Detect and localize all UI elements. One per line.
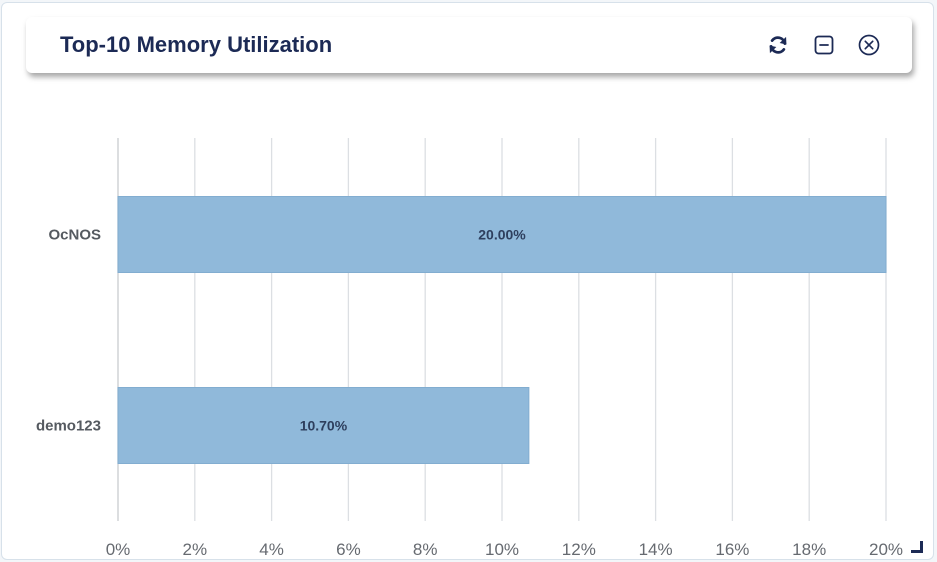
x-tick-label: 20%	[869, 540, 903, 559]
x-tick-label: 8%	[413, 540, 438, 559]
x-tick-label: 2%	[183, 540, 208, 559]
x-tick-label: 18%	[792, 540, 826, 559]
resize-icon[interactable]	[911, 541, 923, 553]
category-label: demo123	[36, 418, 101, 435]
close-button[interactable]	[857, 33, 881, 57]
data-label: 20.00%	[478, 227, 526, 243]
widget-header: Top-10 Memory Utilization	[26, 17, 912, 73]
bar	[117, 196, 887, 273]
x-tick-label: 14%	[639, 540, 673, 559]
x-tick-label: 4%	[259, 540, 284, 559]
x-tick-label: 12%	[562, 540, 596, 559]
x-tick-label: 6%	[336, 540, 361, 559]
data-label: 10.70%	[300, 418, 348, 434]
category-label: OcNOS	[48, 227, 101, 244]
x-tick-label: 16%	[715, 540, 749, 559]
minimize-icon	[814, 35, 834, 55]
refresh-button[interactable]	[766, 33, 790, 57]
close-icon	[858, 34, 880, 56]
bar	[117, 387, 530, 464]
refresh-icon	[769, 36, 787, 54]
x-tick-label: 0%	[106, 540, 131, 559]
x-tick-label: 10%	[485, 540, 519, 559]
minimize-button[interactable]	[812, 33, 836, 57]
memory-bar-chart: 0% 2% 4% 6% 8% 10% 12% 14% 16% 18% 20% OcNOS 20.00% d…	[36, 138, 903, 559]
widget-title: Top-10 Memory Utilization	[60, 32, 333, 57]
